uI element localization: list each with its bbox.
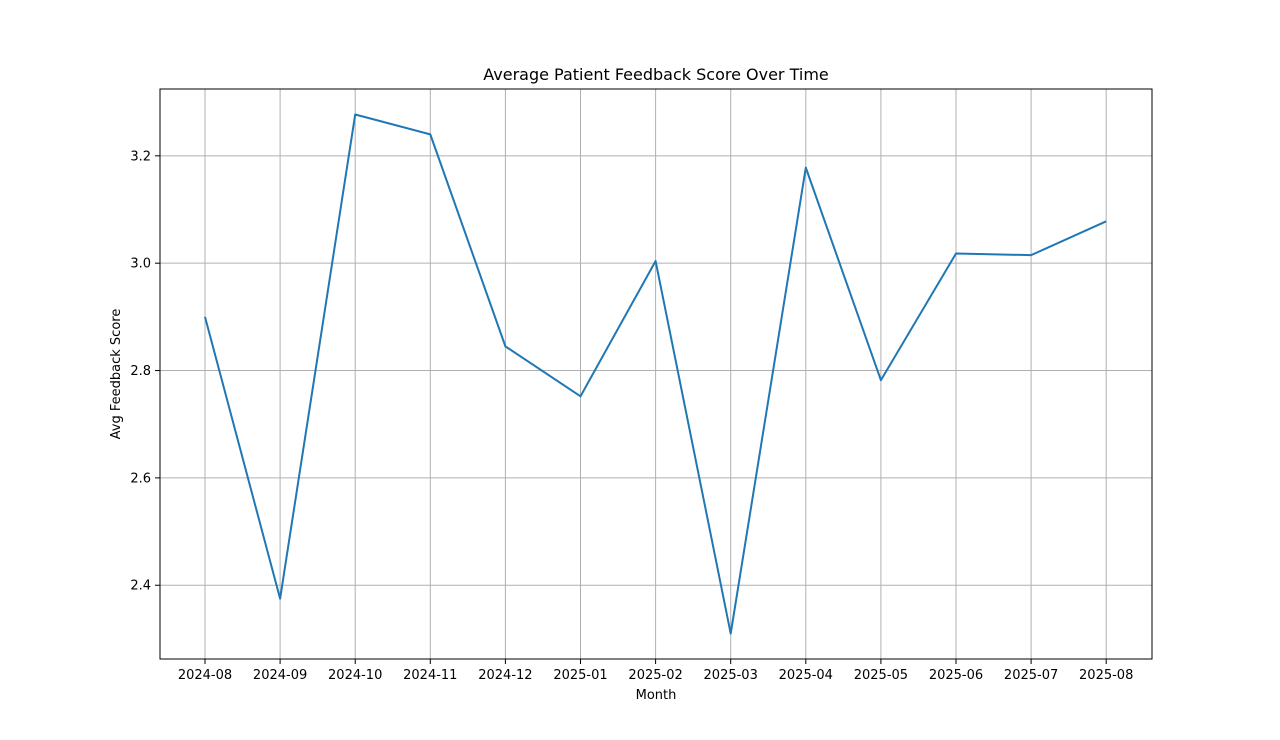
data-point: [580, 395, 582, 397]
series-layer: [204, 113, 1107, 635]
data-point: [504, 345, 506, 347]
y-tick-label: 3.0: [130, 257, 151, 272]
y-tick-label: 2.4: [130, 579, 151, 594]
x-tick-label: 2025-08: [1079, 668, 1133, 683]
x-tick-label: 2025-04: [779, 668, 833, 683]
data-point: [655, 260, 657, 262]
x-tick-label: 2025-05: [854, 668, 908, 683]
data-point: [730, 633, 732, 635]
data-point: [1105, 220, 1107, 222]
x-tick-label: 2025-03: [704, 668, 758, 683]
data-point: [429, 133, 431, 135]
y-tick-label: 3.2: [130, 149, 151, 164]
chart-title: Average Patient Feedback Score Over Time: [483, 65, 829, 84]
data-point: [805, 167, 807, 169]
x-tick-label: 2024-09: [253, 668, 307, 683]
data-point: [880, 379, 882, 381]
axis-ticks: 2024-08 2024-09 2024-10 2024-11 2024-12 2025-…: [130, 149, 1133, 683]
data-point: [955, 253, 957, 255]
x-tick-label: 2024-10: [328, 668, 382, 683]
x-tick-label: 2025-07: [1004, 668, 1058, 683]
x-axis-label: Month: [636, 688, 677, 703]
data-point: [1030, 254, 1032, 256]
x-tick-label: 2024-11: [403, 668, 457, 683]
series-line: [204, 113, 1107, 635]
y-tick-label: 2.6: [130, 471, 151, 486]
y-axis-label: Avg Feedback Score: [109, 309, 124, 440]
x-tick-label: 2025-02: [628, 668, 682, 683]
data-point: [279, 598, 281, 600]
x-tick-label: 2025-01: [553, 668, 607, 683]
data-point: [354, 113, 356, 115]
data-point: [204, 316, 206, 318]
x-tick-label: 2024-12: [478, 668, 532, 683]
y-tick-label: 2.8: [130, 364, 151, 379]
x-tick-label: 2025-06: [929, 668, 983, 683]
x-tick-label: 2024-08: [178, 668, 232, 683]
